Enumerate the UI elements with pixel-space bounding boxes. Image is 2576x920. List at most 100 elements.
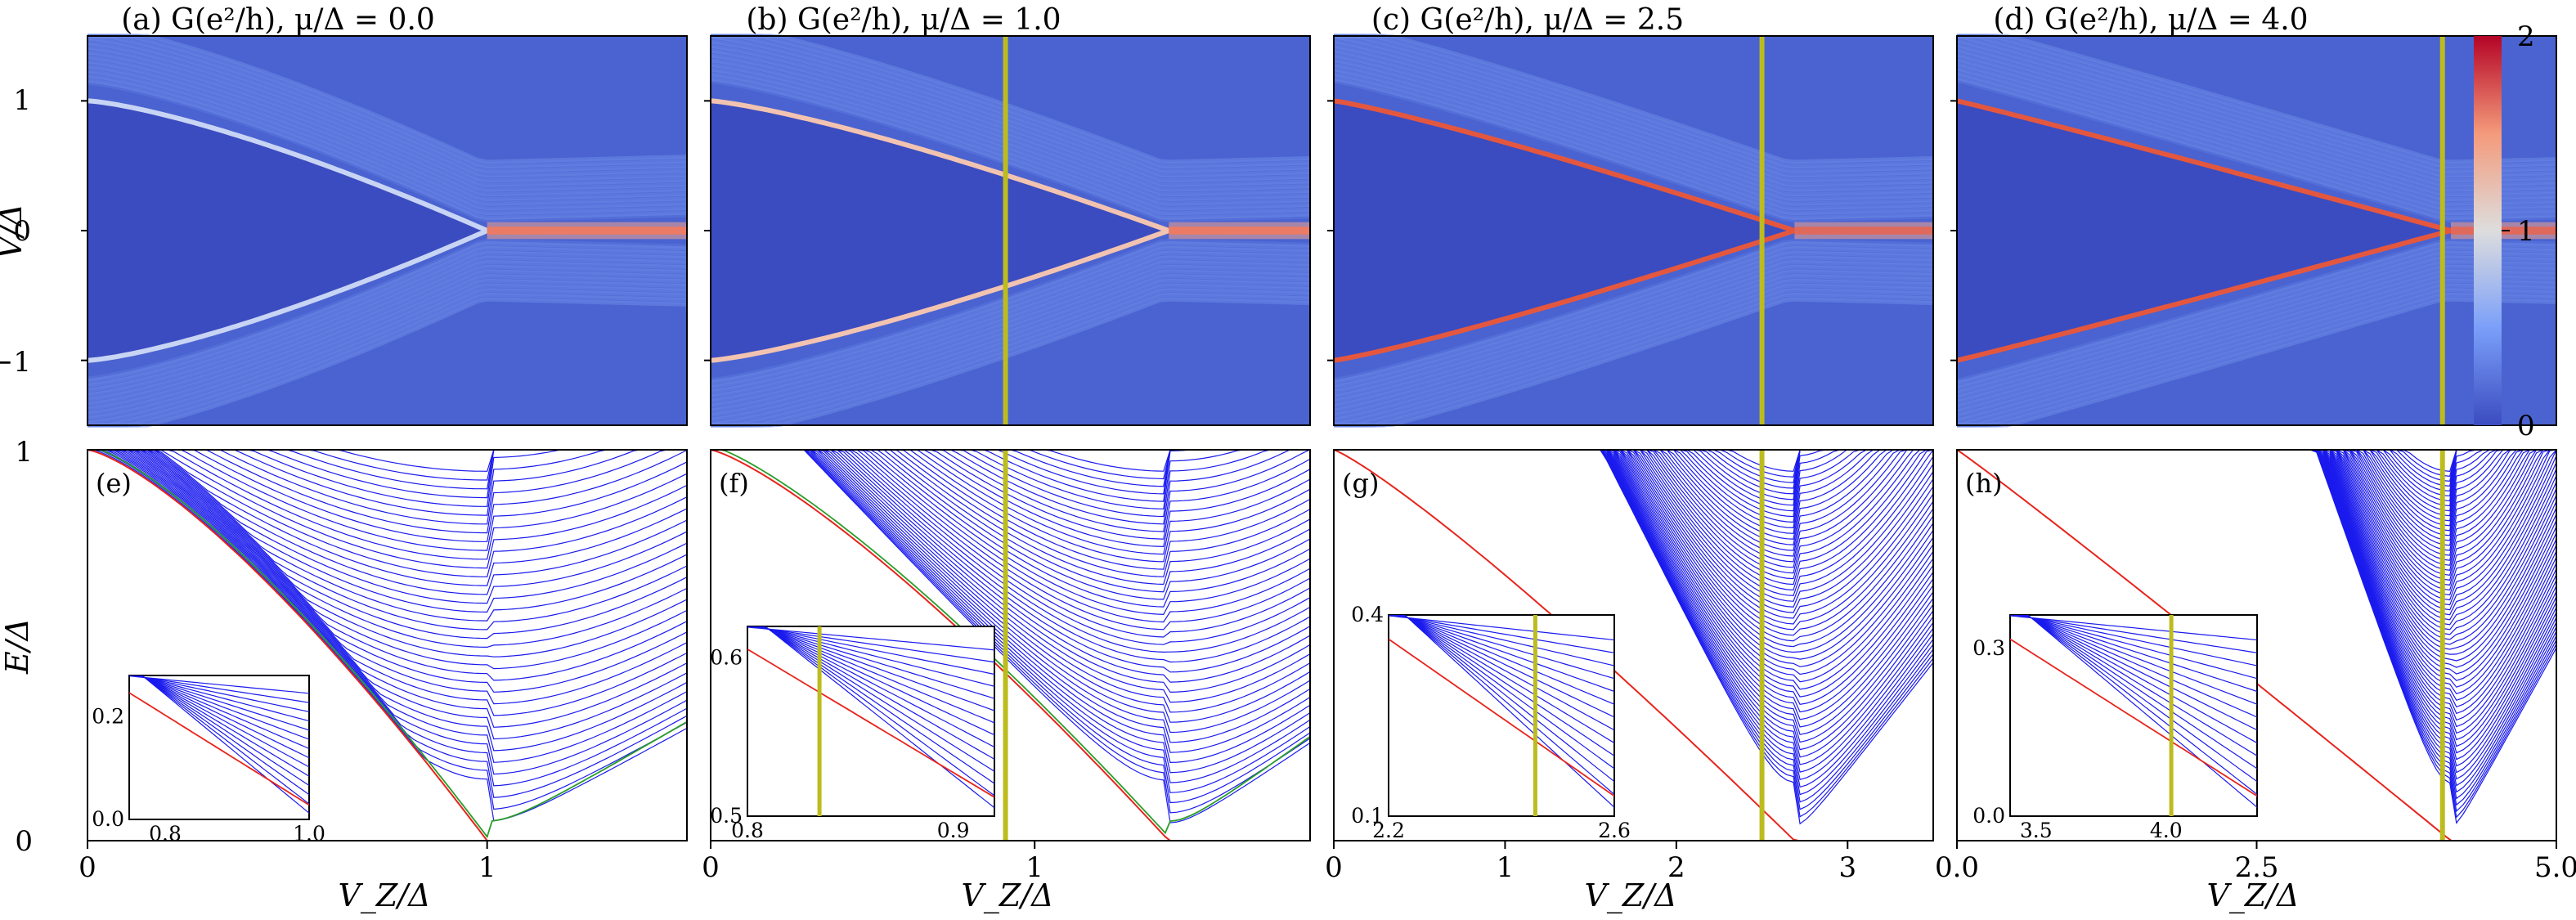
inset-energy-level — [756, 626, 994, 687]
inset-ytick-label: 0.3 — [1972, 636, 2005, 660]
inset-energy-level — [759, 626, 994, 711]
continuum-band — [1956, 245, 2557, 390]
continuum-band — [711, 297, 1311, 428]
continuum-band — [87, 47, 688, 190]
continuum-band — [710, 51, 1311, 195]
inset-energy-level — [1402, 615, 1614, 756]
continuum-band — [1333, 241, 1934, 385]
spectrum-panel-h: (h) 0.0 2.5 5.0 3.5 4.0 0.0 0.3 — [1935, 449, 2576, 884]
continuum-band — [711, 288, 1311, 428]
continuum-band — [1956, 56, 2557, 202]
continuum-band — [710, 48, 1311, 192]
continuum-band — [1956, 47, 2557, 192]
inset-ytick-label: 0.6 — [710, 646, 743, 670]
energy-level — [88, 449, 688, 657]
title-d: (d) G(e²/h), μ/Δ = 4.0 — [1993, 3, 2308, 37]
continuum-band — [87, 61, 688, 204]
continuum-band — [710, 276, 1311, 420]
inset-lowest-level — [2010, 638, 2257, 797]
inset-energy-level — [2025, 615, 2257, 744]
continuum-band — [1957, 294, 2557, 428]
gap-edge-upper — [710, 98, 1170, 233]
continuum-band — [1333, 243, 1934, 387]
continuum-band — [87, 273, 688, 416]
inset-energy-level — [2018, 615, 2257, 680]
inset-energy-level — [2023, 615, 2257, 718]
xtick-label: 3 — [1838, 851, 1856, 884]
energy-level — [88, 449, 688, 787]
inset-lowest-level — [129, 692, 309, 806]
continuum-band — [1333, 267, 1934, 411]
energy-level — [88, 449, 688, 775]
energy-levels — [711, 449, 1311, 824]
inset-energy-level — [763, 626, 994, 784]
continuum-band — [1956, 239, 2557, 384]
continuum-band — [1333, 239, 1934, 383]
energy-level — [711, 449, 1311, 793]
inset-ytick-label: 0.2 — [92, 704, 124, 728]
continuum-band — [1333, 274, 1934, 418]
continuum-band — [87, 41, 688, 183]
xlabel-e: V_Z/Δ — [338, 877, 430, 914]
energy-level — [88, 449, 688, 569]
xtick-label: 2 — [1667, 851, 1685, 884]
continuum-band — [711, 34, 1311, 173]
continuum-band — [1333, 43, 1934, 187]
continuum-band — [1956, 258, 2557, 402]
continuum-band — [710, 58, 1311, 202]
continuum-band — [87, 245, 688, 388]
continuum-band — [711, 34, 1311, 171]
continuum-band — [1956, 73, 2557, 218]
gap-edge-lower — [710, 228, 1170, 363]
inset-ytick-label: 0.4 — [1351, 603, 1384, 626]
inset-energy-level — [141, 675, 309, 814]
inset-xtick-label: 0.8 — [149, 822, 182, 846]
continuum-band — [87, 78, 688, 221]
continuum-band — [711, 34, 1311, 176]
continuum-band — [1334, 34, 1934, 173]
continuum-band — [1333, 60, 1934, 204]
energy-level — [711, 449, 1311, 814]
inset-energy-level — [2021, 615, 2257, 693]
continuum-band — [1957, 292, 2557, 428]
continuum-band — [1333, 250, 1934, 394]
inset-energy-level — [2024, 615, 2257, 731]
energy-level — [88, 449, 688, 577]
title-a: (a) G(e²/h), μ/Δ = 0.0 — [121, 3, 435, 37]
inset: 0.8 1.0 0.0 0.2 — [92, 675, 325, 846]
continuum-band — [87, 38, 688, 181]
continuum-band — [1956, 276, 2557, 421]
continuum-band — [88, 297, 688, 428]
energy-level — [88, 449, 688, 551]
xlabel-f: V_Z/Δ — [961, 877, 1053, 914]
gap-region — [711, 101, 1168, 361]
continuum-band — [1334, 34, 1934, 169]
spectrum-panel-g: (g) 0 1 2 3 2.2 2.6 0.1 0.4 — [1325, 449, 1934, 884]
inset-energy-level — [1398, 615, 1614, 693]
continuum-band — [1333, 58, 1934, 202]
continuum-band — [1333, 42, 1934, 186]
inset-energy-level — [1403, 615, 1614, 783]
continuum-band — [710, 239, 1311, 383]
continuum-band — [1333, 56, 1934, 200]
continuum-band — [710, 74, 1311, 218]
xtick-label: 0.0 — [1935, 851, 1979, 884]
energy-level — [88, 449, 688, 631]
axes-frame — [710, 449, 1311, 841]
continuum-band — [710, 42, 1311, 186]
continuum-band — [1333, 245, 1934, 389]
continuum-band — [710, 248, 1311, 392]
continuum-band — [1956, 34, 2557, 176]
continuum-band — [710, 253, 1311, 397]
spectrum-panel-e: (e) 0 1 0.8 1.0 0.0 0.2 — [79, 449, 688, 884]
energy-level — [88, 449, 688, 622]
inset-energy-level — [134, 675, 309, 722]
continuum-band — [1333, 283, 1934, 427]
continuum-band — [88, 34, 688, 164]
inset-energy-level — [1399, 615, 1614, 705]
inset-xtick-label: 3.5 — [2020, 819, 2053, 842]
inset-xtick-label: 2.6 — [1598, 819, 1631, 842]
continuum-band — [710, 250, 1311, 394]
inset-frame — [1388, 614, 1615, 817]
continuum-band — [1957, 34, 2557, 167]
